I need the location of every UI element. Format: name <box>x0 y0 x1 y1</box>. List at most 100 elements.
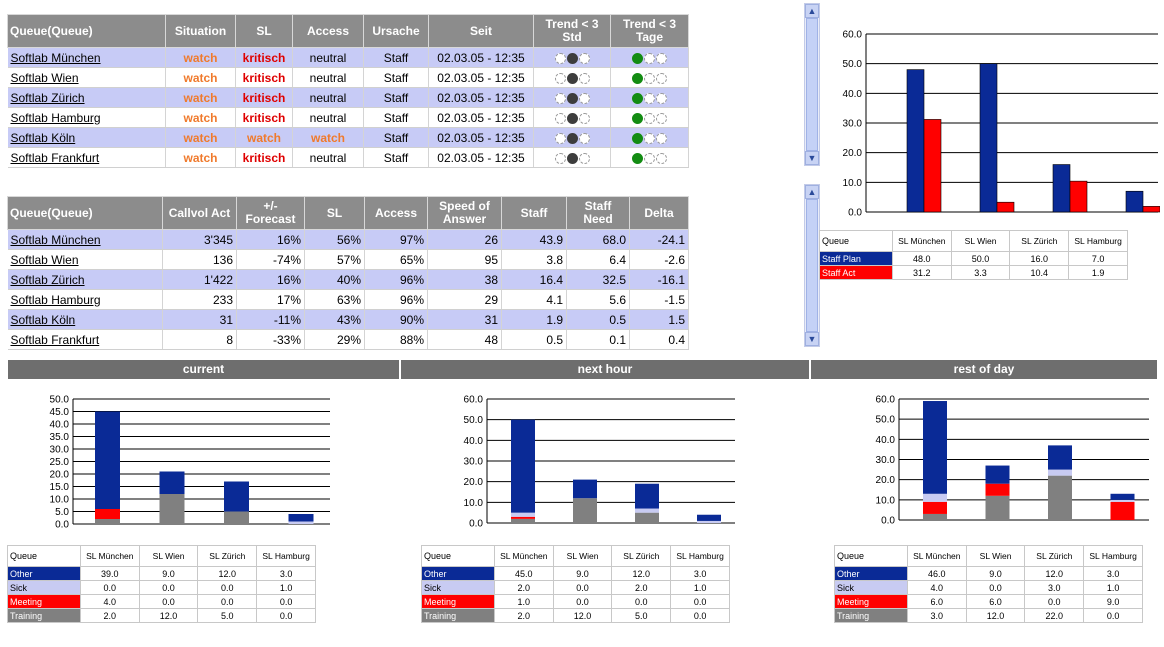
col-trend-std[interactable]: Trend < 3 Std <box>533 14 611 48</box>
scroll-thumb[interactable] <box>806 18 818 151</box>
staff-cell: 43.9 <box>501 229 567 250</box>
y-tick-label: 40.0 <box>843 89 863 100</box>
delta-cell: -1.5 <box>629 289 689 310</box>
trend-dot-icon <box>656 112 667 124</box>
bar-segment-other <box>985 465 1010 484</box>
y-tick-label: 35.0 <box>50 432 70 443</box>
speed-cell: 29 <box>427 289 502 310</box>
legend-value: 48.0 <box>891 251 952 266</box>
table-row: Softlab Zürich watch kritisch neutral Staff 0… <box>7 87 689 108</box>
legend-value: 10.4 <box>1009 265 1070 280</box>
bar-segment-sick <box>1110 499 1135 502</box>
callvol-cell: 233 <box>162 289 237 310</box>
trend-std-cell <box>533 127 611 148</box>
legend-value: 12.0 <box>611 566 672 581</box>
legend-queue-header: Queue <box>7 545 81 567</box>
col-queue[interactable]: Queue(Queue) <box>7 196 163 230</box>
legend-value: 2.0 <box>79 608 140 623</box>
section-rest-of-day: rest of day <box>811 360 1157 379</box>
trend-dot-icon <box>656 152 667 164</box>
legend-category-header: SL Wien <box>950 230 1011 252</box>
queue-link[interactable]: Softlab Zürich <box>10 90 85 105</box>
col-callvol[interactable]: Callvol Act <box>162 196 237 230</box>
staff-chart-scrollbar[interactable]: ▲ ▼ <box>804 184 820 347</box>
queue-link[interactable]: Softlab Hamburg <box>10 292 101 307</box>
legend-series-label: Other <box>834 566 908 581</box>
legend-value: 22.0 <box>1024 608 1085 623</box>
situation-cell: watch <box>165 47 236 68</box>
col-trend-tage[interactable]: Trend < 3 Tage <box>610 14 689 48</box>
rest-of-day-legend-table: Queue SL München SL Wien SL Zürich SL Hambur… <box>834 545 1143 623</box>
col-situation[interactable]: Situation <box>165 14 236 48</box>
queue-link[interactable]: Softlab München <box>10 232 101 247</box>
queue-link[interactable]: Softlab Köln <box>10 312 76 327</box>
speed-cell: 95 <box>427 249 502 270</box>
sl-cell: 40% <box>304 269 365 290</box>
forecast-cell: -74% <box>236 249 305 270</box>
bar-staff-act <box>1142 206 1161 213</box>
col-staff-need[interactable]: Staff Need <box>566 196 630 230</box>
trend-tage-cell <box>610 107 689 128</box>
y-tick-label: 0.0 <box>55 520 69 531</box>
queue-link[interactable]: Softlab Zürich <box>10 272 85 287</box>
scroll-up-icon[interactable]: ▲ <box>805 4 819 18</box>
trend-dot-icon <box>554 112 566 124</box>
forecast-cell: 17% <box>236 289 305 310</box>
legend-value: 9.0 <box>965 566 1026 581</box>
queue-link[interactable]: Softlab Wien <box>10 252 79 267</box>
legend-series-label: Other <box>421 566 495 581</box>
legend-value: 0.0 <box>138 580 199 595</box>
scroll-up-icon[interactable]: ▲ <box>805 185 819 199</box>
y-tick-label: 50.0 <box>876 415 896 426</box>
bar-segment-other <box>573 479 597 499</box>
queue-link[interactable]: Softlab Hamburg <box>10 110 101 125</box>
legend-value: 3.0 <box>670 566 730 581</box>
trend-dot-icon <box>578 72 590 84</box>
queue-link[interactable]: Softlab Frankfurt <box>10 332 100 347</box>
col-sl[interactable]: SL <box>235 14 293 48</box>
staff-cell: 0.5 <box>501 329 567 350</box>
queue-link[interactable]: Softlab Frankfurt <box>10 150 100 165</box>
legend-value: 9.0 <box>552 566 613 581</box>
sl-status-cell: kritisch <box>235 107 293 128</box>
col-sl[interactable]: SL <box>304 196 365 230</box>
trend-tage-indicator-icon <box>632 112 668 124</box>
col-ursache[interactable]: Ursache <box>363 14 429 48</box>
legend-value: 1.0 <box>670 580 730 595</box>
queue-link[interactable]: Softlab Köln <box>10 130 76 145</box>
y-tick-label: 0.0 <box>469 519 483 530</box>
col-queue[interactable]: Queue(Queue) <box>7 14 166 48</box>
col-delta[interactable]: Delta <box>629 196 689 230</box>
trend-dot-green-icon <box>632 132 643 144</box>
status-table-scrollbar[interactable]: ▲ ▼ <box>804 3 820 166</box>
col-speed[interactable]: Speed of Answer <box>427 196 502 230</box>
legend-value: 39.0 <box>79 566 140 581</box>
col-seit[interactable]: Seit <box>428 14 534 48</box>
scroll-thumb[interactable] <box>806 199 818 332</box>
col-access[interactable]: Access <box>292 14 364 48</box>
queue-cell: Softlab Köln <box>7 127 166 148</box>
ursache-cell: Staff <box>363 107 429 128</box>
queue-cell: Softlab München <box>7 47 166 68</box>
legend-value: 0.0 <box>256 608 316 623</box>
speed-cell: 26 <box>427 229 502 250</box>
y-tick-label: 40.0 <box>50 420 70 431</box>
ursache-cell: Staff <box>363 147 429 168</box>
col-access[interactable]: Access <box>364 196 428 230</box>
legend-value: 0.0 <box>965 580 1026 595</box>
scroll-down-icon[interactable]: ▼ <box>805 151 819 165</box>
seit-cell: 02.03.05 - 12:35 <box>428 87 534 108</box>
sl-cell: 43% <box>304 309 365 330</box>
legend-category-header: SL Wien <box>138 545 199 567</box>
col-staff[interactable]: Staff <box>501 196 567 230</box>
legend-category-header: SL Hamburg <box>256 545 316 567</box>
trend-dot-active-icon <box>566 132 578 144</box>
queue-link[interactable]: Softlab München <box>10 50 101 65</box>
col-forecast[interactable]: +/- Forecast <box>236 196 305 230</box>
scroll-down-icon[interactable]: ▼ <box>805 332 819 346</box>
legend-value: 50.0 <box>950 251 1011 266</box>
seit-cell: 02.03.05 - 12:35 <box>428 47 534 68</box>
queue-link[interactable]: Softlab Wien <box>10 70 79 85</box>
trend-std-indicator-icon <box>554 72 590 84</box>
sl-cell: 56% <box>304 229 365 250</box>
